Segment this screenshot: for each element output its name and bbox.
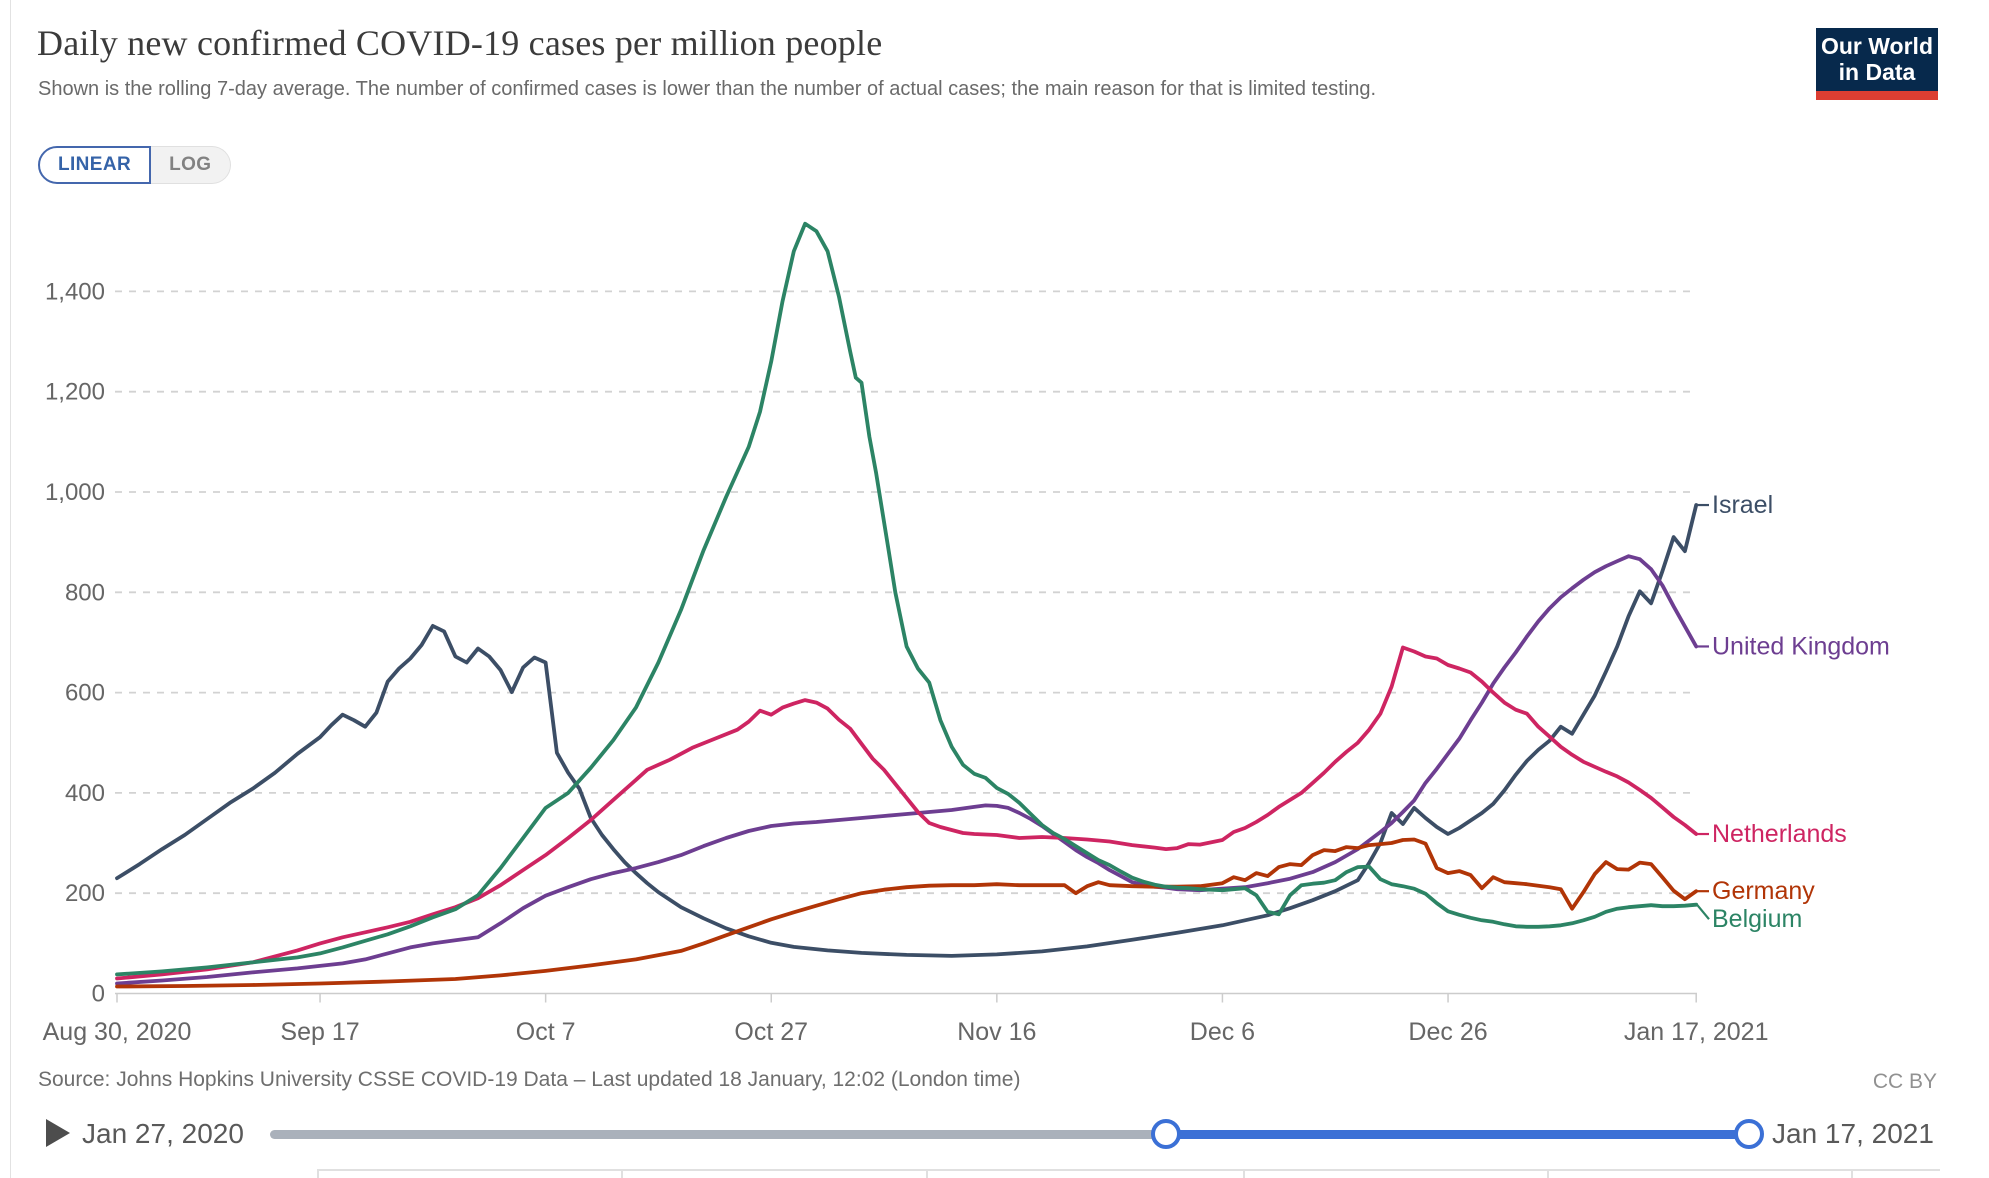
- timeline-end-label: Jan 17, 2021: [1772, 1118, 1934, 1149]
- series-line-united-kingdom[interactable]: [115, 554, 1699, 986]
- y-axis-tick-label: 1,400: [45, 278, 105, 305]
- series-label-united-kingdom[interactable]: United Kingdom: [1712, 632, 1890, 660]
- y-axis-tick-label: 400: [65, 780, 105, 807]
- timeline-handle-start[interactable]: [1151, 1119, 1181, 1149]
- x-axis-tick-label: Jan 17, 2021: [1624, 1018, 1769, 1046]
- series-line-netherlands[interactable]: [115, 645, 1699, 981]
- series-label-connector: [1696, 904, 1710, 920]
- x-axis-tick-label: Oct 27: [734, 1018, 808, 1046]
- entity-table-column-border: [1547, 1169, 1549, 1178]
- timeline-selected-range[interactable]: [1166, 1130, 1749, 1139]
- timeline-handle-end[interactable]: [1734, 1119, 1764, 1149]
- x-axis-tick-label: Dec 26: [1408, 1018, 1487, 1046]
- x-axis-tick-label: Dec 6: [1190, 1018, 1255, 1046]
- source-note: Source: Johns Hopkins University CSSE CO…: [38, 1068, 1021, 1091]
- timeline-track[interactable]: [270, 1130, 1166, 1139]
- linear-button[interactable]: LINEAR: [38, 146, 152, 184]
- x-axis-tick-label: Oct 7: [516, 1018, 576, 1046]
- entity-table-column-border: [926, 1169, 928, 1178]
- y-axis-tick-label: 800: [65, 579, 105, 606]
- play-button[interactable]: [44, 1117, 70, 1149]
- entity-table-column-border: [317, 1169, 319, 1178]
- series-line-belgium[interactable]: [115, 221, 1699, 977]
- owid-logo-text: Our World in Data: [1816, 28, 1938, 91]
- entity-table-column-border: [1243, 1169, 1245, 1178]
- scale-toggle: LINEAR LOG: [38, 146, 231, 184]
- entity-table-top-border: [317, 1169, 1940, 1178]
- entity-table-column-border: [621, 1169, 623, 1178]
- license-badge[interactable]: CC BY: [1872, 1070, 1937, 1093]
- y-axis-tick-label: 600: [65, 680, 105, 707]
- series-line-germany[interactable]: [115, 837, 1699, 989]
- log-button[interactable]: LOG: [151, 146, 231, 184]
- entity-table-column-border: [1851, 1169, 1853, 1178]
- y-axis-tick-label: 1,000: [45, 479, 105, 506]
- series-label-netherlands[interactable]: Netherlands: [1712, 820, 1847, 848]
- series-label-belgium[interactable]: Belgium: [1712, 905, 1802, 933]
- owid-logo-red-bar: [1816, 91, 1938, 100]
- x-axis-tick-label: Nov 16: [957, 1018, 1036, 1046]
- owid-logo-line1: Our World: [1820, 33, 1933, 59]
- play-icon: [46, 1119, 70, 1147]
- y-axis-tick-label: 1,200: [45, 379, 105, 406]
- owid-logo[interactable]: Our World in Data: [1816, 28, 1938, 100]
- x-axis-tick-label: Sep 17: [280, 1018, 359, 1046]
- series-label-israel[interactable]: Israel: [1712, 491, 1773, 519]
- timeline-start-label: Jan 27, 2020: [82, 1118, 244, 1149]
- series-line-israel[interactable]: [115, 503, 1699, 958]
- owid-logo-line2: in Data: [1838, 59, 1916, 85]
- page-left-border: [10, 0, 11, 1178]
- y-axis-tick-label: 0: [92, 981, 105, 1008]
- y-axis-tick-label: 200: [65, 880, 105, 907]
- series-label-germany[interactable]: Germany: [1712, 877, 1815, 905]
- page-subtitle: Shown is the rolling 7-day average. The …: [38, 78, 1377, 100]
- page-title: Daily new confirmed COVID-19 cases per m…: [37, 23, 883, 63]
- x-axis-tick-label: Aug 30, 2020: [43, 1018, 192, 1046]
